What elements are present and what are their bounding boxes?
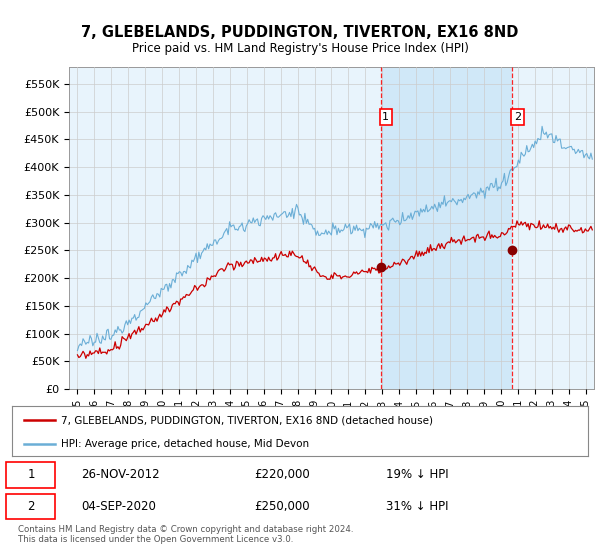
- Text: £250,000: £250,000: [254, 500, 310, 513]
- Text: 7, GLEBELANDS, PUDDINGTON, TIVERTON, EX16 8ND (detached house): 7, GLEBELANDS, PUDDINGTON, TIVERTON, EX1…: [61, 415, 433, 425]
- Text: 1: 1: [382, 112, 389, 122]
- Text: 04-SEP-2020: 04-SEP-2020: [81, 500, 156, 513]
- Bar: [380, 67, 512, 389]
- Text: 7, GLEBELANDS, PUDDINGTON, TIVERTON, EX16 8ND: 7, GLEBELANDS, PUDDINGTON, TIVERTON, EX1…: [82, 25, 518, 40]
- FancyBboxPatch shape: [6, 493, 55, 520]
- Text: 2: 2: [27, 500, 35, 513]
- Text: 31% ↓ HPI: 31% ↓ HPI: [386, 500, 449, 513]
- Text: Price paid vs. HM Land Registry's House Price Index (HPI): Price paid vs. HM Land Registry's House …: [131, 42, 469, 55]
- Text: £220,000: £220,000: [254, 468, 310, 481]
- Text: 2: 2: [514, 112, 521, 122]
- Text: 26-NOV-2012: 26-NOV-2012: [81, 468, 160, 481]
- Text: HPI: Average price, detached house, Mid Devon: HPI: Average price, detached house, Mid …: [61, 439, 309, 449]
- Text: 19% ↓ HPI: 19% ↓ HPI: [386, 468, 449, 481]
- Text: Contains HM Land Registry data © Crown copyright and database right 2024.
This d: Contains HM Land Registry data © Crown c…: [18, 525, 353, 544]
- Text: 1: 1: [27, 468, 35, 481]
- FancyBboxPatch shape: [6, 461, 55, 488]
